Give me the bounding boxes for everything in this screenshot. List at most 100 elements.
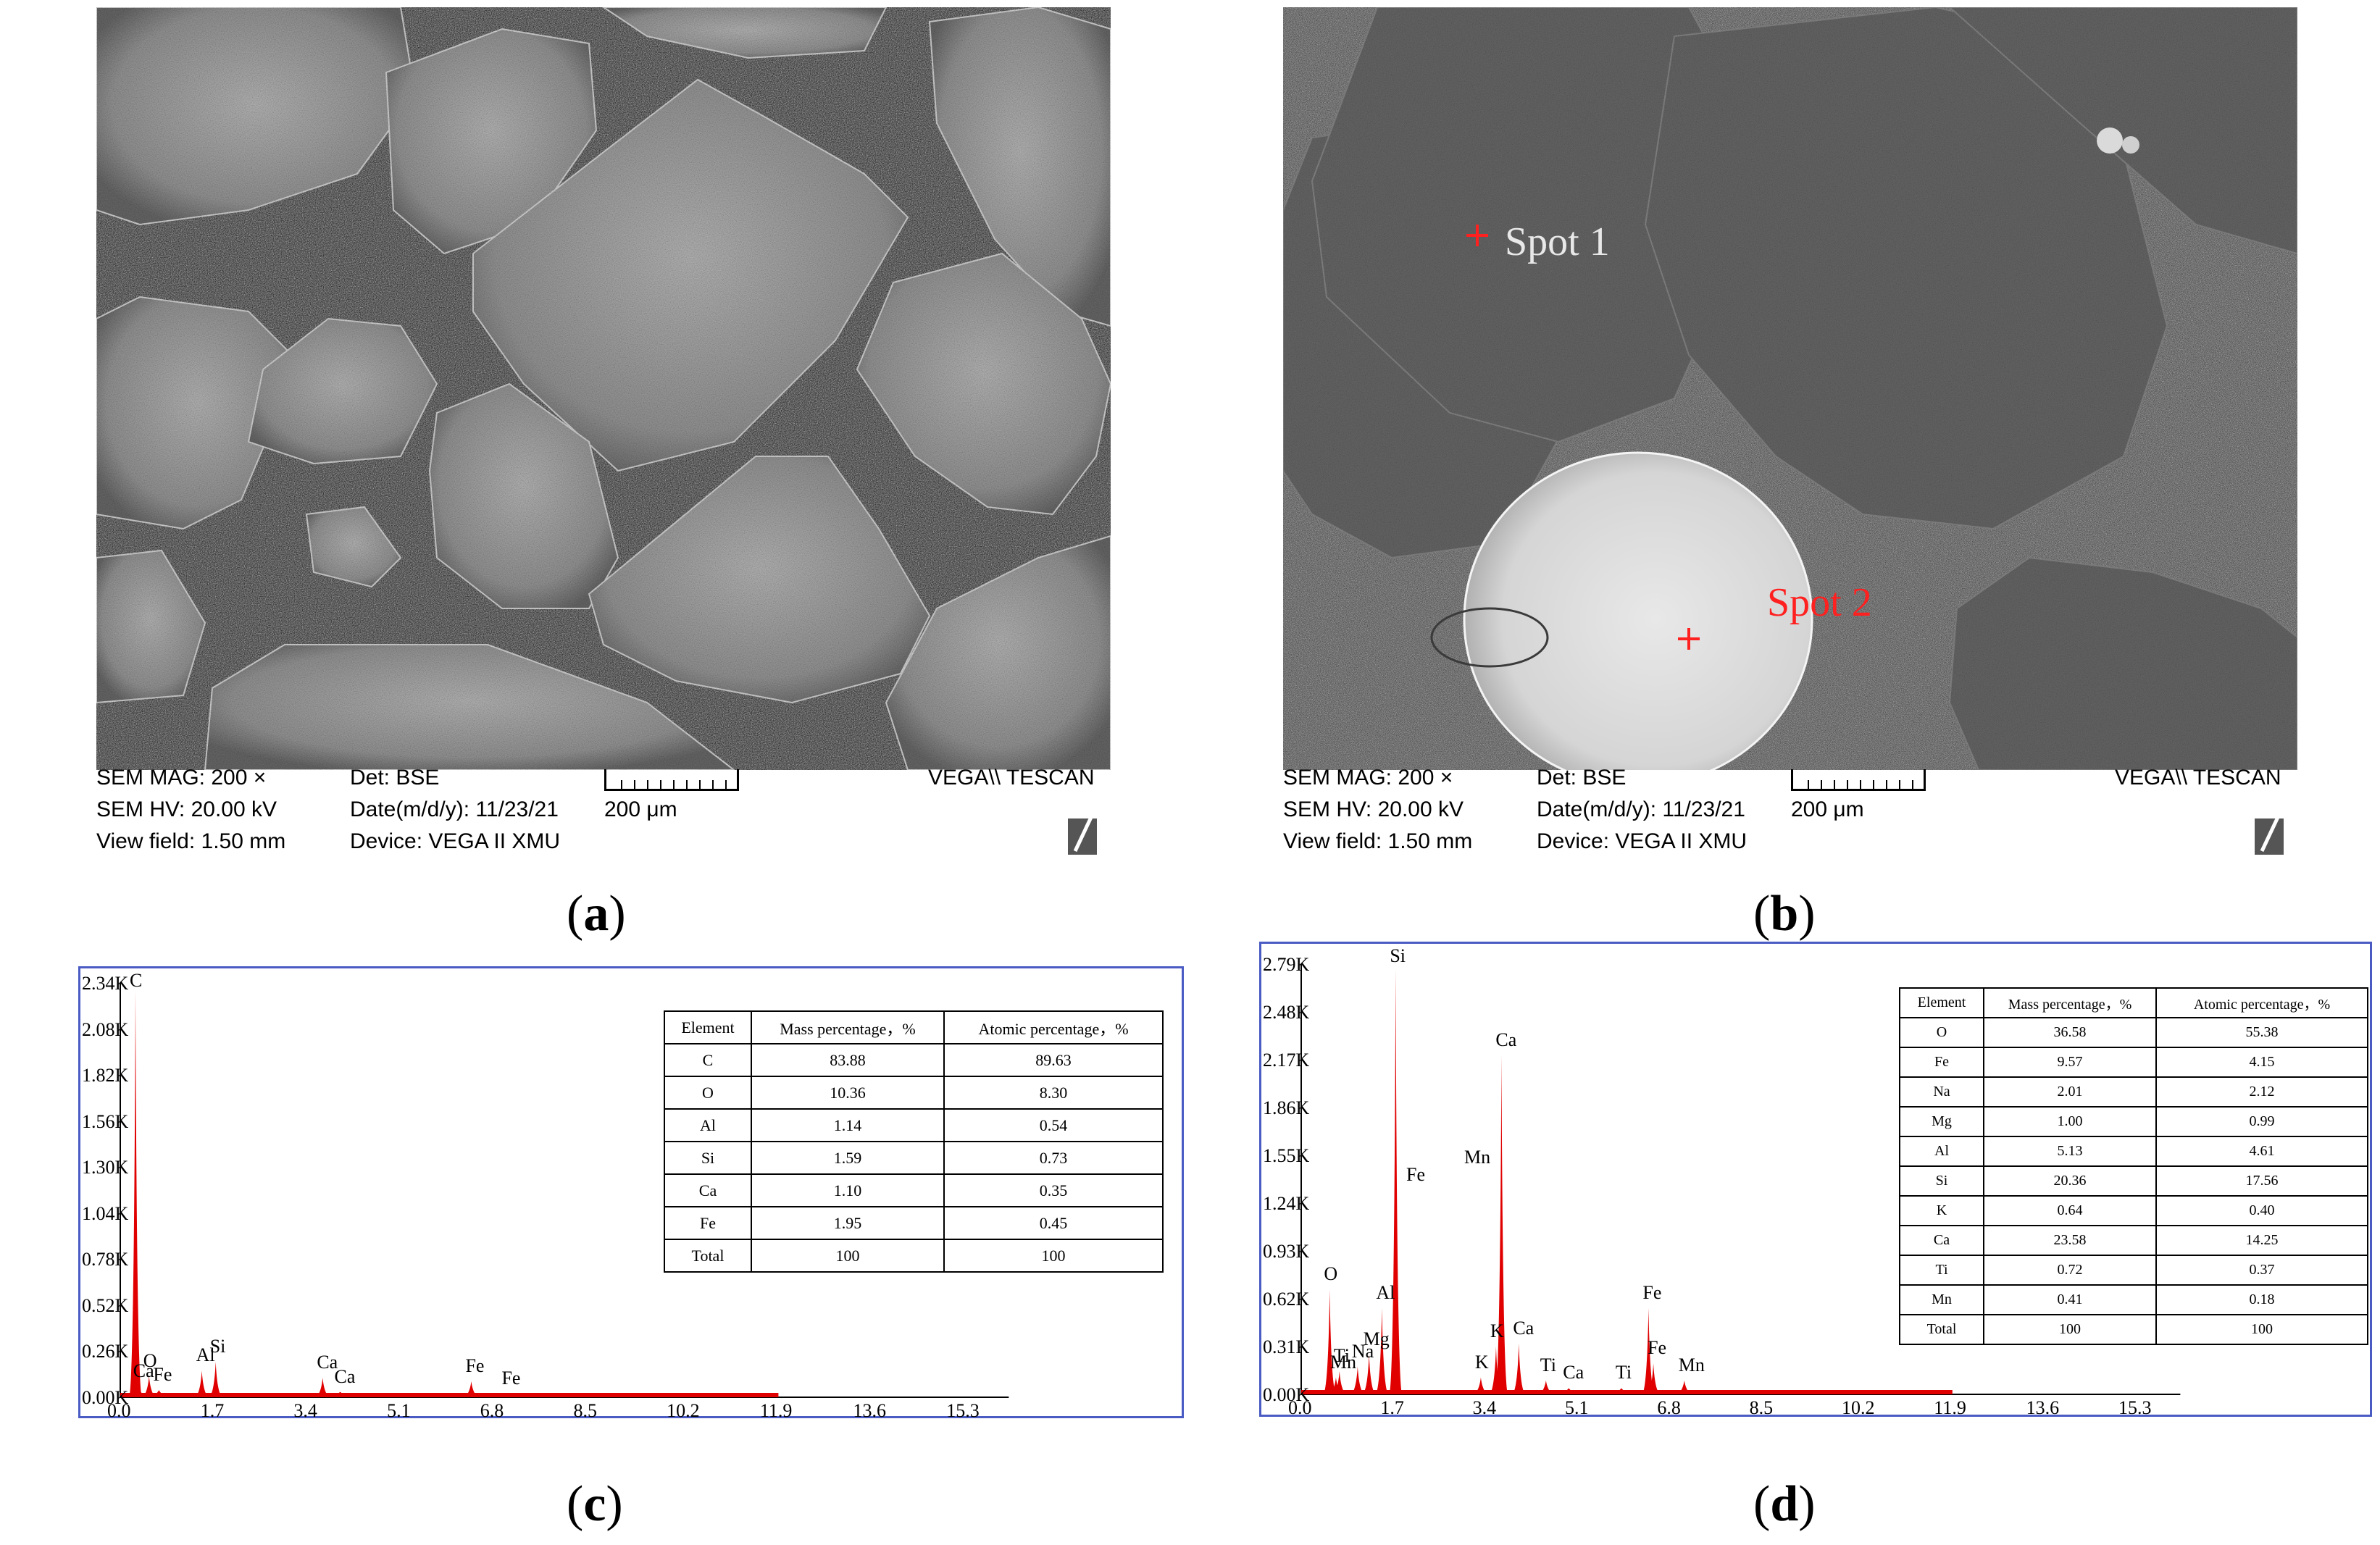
x-tick-label: 1.7: [1380, 1397, 1404, 1418]
table-cell: 0.54: [943, 1108, 1164, 1142]
table-row: Si 20.36 17.56: [1899, 1165, 2368, 1197]
spectrum-peak-fe-3: [152, 1390, 166, 1397]
peak-label-ca: Ca: [133, 1360, 154, 1382]
x-tick-label: 11.9: [759, 1400, 793, 1421]
spectrum-peak-ca-7: [333, 1391, 347, 1397]
y-tick-label: 0.00K: [1263, 1384, 1310, 1405]
y-tick-label: 2.79K: [1263, 954, 1310, 975]
peak-label-fe: Fe: [153, 1364, 172, 1386]
table-header: Mass percentage，%: [751, 1010, 945, 1044]
peak-label-si: Si: [1390, 945, 1406, 966]
table-cell: O: [664, 1076, 752, 1110]
y-tick-label: 0.00K: [82, 1387, 129, 1408]
table-cell: 0.40: [2155, 1195, 2368, 1226]
sem-view-field: View field: 1.50 mm: [1283, 829, 1473, 853]
scale-bar-a: [604, 769, 739, 791]
spectrum-peak-ca-6: [316, 1378, 330, 1397]
sem-date: Date(m/d/y): 11/23/21: [350, 797, 559, 821]
table-cell: 1.59: [751, 1141, 945, 1175]
spectrum-peak-al-3: [1375, 1307, 1389, 1394]
y-tick-label: 1.30K: [82, 1157, 129, 1178]
sem-hv: SEM HV: 20.00 kV: [96, 797, 277, 821]
spectrum-peak-o-2: [1323, 1289, 1337, 1394]
table-row: Al 1.14 0.54: [664, 1108, 1164, 1142]
table-row: Al 5.13 4.61: [1899, 1136, 2368, 1167]
spot1-crosshair-icon: [1466, 225, 1488, 246]
y-tick-label: 2.34K: [82, 973, 129, 994]
eds-chart-c: 2.34K 2.08K 1.82K 1.56K 1.30K 1.04K 0.78K 0.52K…: [78, 966, 1184, 1421]
table-row: Fe 1.95 0.45: [664, 1206, 1164, 1240]
x-tick-label: 10.2: [1841, 1397, 1875, 1418]
sem-device: Device: VEGA II XMU: [1537, 829, 1748, 853]
y-tick-label: 1.82K: [82, 1065, 129, 1086]
x-tick-label: 15.3: [946, 1400, 980, 1421]
table-cell: 0.35: [943, 1173, 1164, 1207]
y-tick-label: 0.52K: [82, 1294, 129, 1316]
table-cell: Na: [1899, 1076, 1984, 1108]
peak-label-ti: Ti: [1333, 1345, 1350, 1367]
y-tick-label: 0.26K: [82, 1341, 129, 1362]
table-cell: Al: [1899, 1136, 1984, 1167]
spectrum-peak-k-11: [1489, 1347, 1503, 1394]
spectrum-peak-c-0: [128, 989, 142, 1397]
peak-label-fe: Fe: [1648, 1337, 1667, 1359]
table-header: Atomic percentage，%: [2155, 987, 2368, 1018]
table-row: Mn 0.41 0.18: [1899, 1284, 2368, 1315]
peak-label-k: K: [1474, 1351, 1489, 1373]
table-cell: 0.73: [943, 1141, 1164, 1175]
peak-label-c: C: [129, 970, 143, 991]
table-cell: C: [664, 1043, 752, 1077]
x-tick-label: 11.9: [1934, 1397, 1966, 1418]
y-tick-label: 1.55K: [1263, 1145, 1310, 1166]
y-tick-label: 2.17K: [1263, 1050, 1310, 1071]
sem-image-b: Spot 1 Spot 2: [1283, 7, 2297, 770]
eds-spectrum-c: [120, 983, 1009, 1398]
spectrum-peak-fe-13: [1332, 1371, 1346, 1394]
peak-label-fe: Fe: [1406, 1164, 1425, 1185]
y-tick-label: 0.62K: [1263, 1289, 1310, 1310]
table-cell: 100: [751, 1239, 945, 1273]
table-cell: 1.95: [751, 1206, 945, 1240]
table-cell: 8.30: [943, 1076, 1164, 1110]
scale-bar-b: [1791, 769, 1926, 791]
table-cell: 14.25: [2155, 1225, 2368, 1256]
table-cell: Si: [664, 1141, 752, 1175]
table-cell: Mg: [1899, 1106, 1984, 1137]
sem-hv: SEM HV: 20.00 kV: [1283, 797, 1464, 821]
y-tick-label: 0.78K: [82, 1249, 129, 1270]
x-tick-label: 13.6: [853, 1400, 887, 1421]
spectrum-baseline: [120, 1393, 779, 1397]
peak-label-si: Si: [209, 1336, 226, 1357]
x-tick-label: 5.1: [387, 1400, 411, 1421]
table-header: Element: [664, 1010, 752, 1044]
x-tick-label: 15.3: [2118, 1397, 2152, 1418]
table-cell: K: [1899, 1195, 1984, 1226]
x-tick-label: 3.4: [1472, 1397, 1497, 1418]
sem-view-field: View field: 1.50 mm: [96, 829, 286, 853]
y-tick-label: 2.08K: [82, 1018, 129, 1040]
peak-label-ca: Ca: [1495, 1029, 1517, 1050]
x-tick-label: 5.1: [1564, 1397, 1589, 1418]
table-row: Na 2.01 2.12: [1899, 1076, 2368, 1108]
peak-label-ca: Ca: [334, 1365, 356, 1387]
peak-label-ca: Ca: [1513, 1317, 1535, 1339]
spectrum-peak-k-5: [1474, 1377, 1487, 1394]
table-row: Ca 23.58 14.25: [1899, 1225, 2368, 1256]
caption-c: (c): [567, 1476, 623, 1532]
x-tick-label: 3.4: [293, 1400, 317, 1421]
table-cell: Ca: [664, 1173, 752, 1207]
peak-label-ti: Ti: [1540, 1354, 1556, 1376]
table-cell: 5.13: [1983, 1136, 2157, 1167]
spectrum-peak-fe-8: [464, 1381, 478, 1397]
spectrum-peak-si-5: [209, 1362, 222, 1397]
y-tick-label: 1.56K: [82, 1110, 129, 1132]
sem-info-b-2: Det: BSE Date(m/d/y): 11/23/21 Device: V…: [1537, 762, 1747, 858]
peak-label-mn: Mn: [1464, 1147, 1491, 1168]
table-row: Fe 9.57 4.15: [1899, 1047, 2368, 1078]
x-tick-label: 13.6: [2026, 1397, 2060, 1418]
peak-label-ti: Ti: [1615, 1362, 1632, 1383]
x-tick-label: 0.0: [107, 1400, 131, 1421]
table-cell: 2.01: [1983, 1076, 2157, 1108]
table-row: Mg 1.00 0.99: [1899, 1106, 2368, 1137]
table-cell: 89.63: [943, 1043, 1164, 1077]
